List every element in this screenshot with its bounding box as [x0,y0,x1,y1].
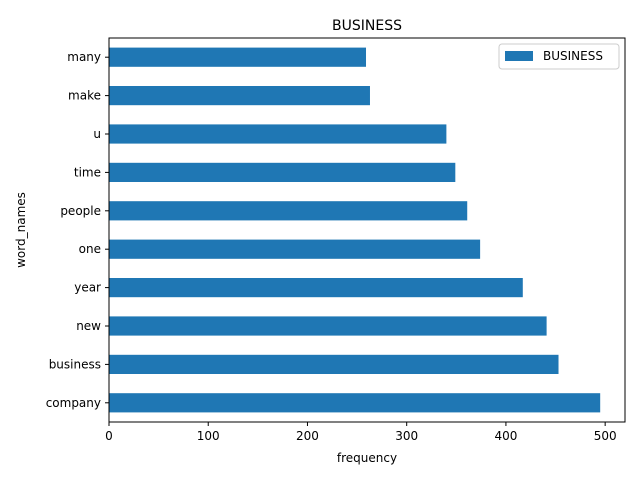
y-tick-label: time [74,165,101,179]
y-axis-ticks: company business new year one people time u make… [46,50,109,410]
bar-company [109,393,601,413]
x-tick-label: 0 [105,429,113,443]
chart-title: BUSINESS [332,18,402,34]
y-tick-label: one [79,242,101,256]
bars-group [109,47,601,413]
x-axis-ticks: 0 100 200 300 400 500 [105,422,617,443]
x-tick-label: 200 [296,429,319,443]
y-axis-label: word_names [14,192,28,268]
bar-many [109,47,367,67]
x-tick-label: 500 [594,429,617,443]
bar-year [109,278,523,298]
y-tick-label: u [93,127,101,141]
bar-one [109,239,481,259]
x-tick-label: 300 [395,429,418,443]
x-tick-label: 100 [197,429,220,443]
y-tick-label: make [68,89,101,103]
y-tick-label: business [49,357,101,371]
y-tick-label: company [46,396,101,410]
y-tick-label: new [76,319,101,333]
bar-u [109,124,447,144]
bar-people [109,201,468,221]
y-tick-label: people [60,204,101,218]
plot-frame [108,37,626,423]
legend: BUSINESS [498,43,620,70]
legend-box [498,43,620,70]
bar-new [109,316,547,336]
x-axis-label: frequency [337,451,397,465]
legend-swatch [505,51,533,61]
bar-business [109,354,559,374]
legend-label: BUSINESS [543,49,603,63]
y-tick-label: many [67,50,101,64]
bar-make [109,86,370,106]
y-tick-label: year [74,281,101,295]
bar-time [109,162,456,182]
x-tick-label: 400 [494,429,517,443]
